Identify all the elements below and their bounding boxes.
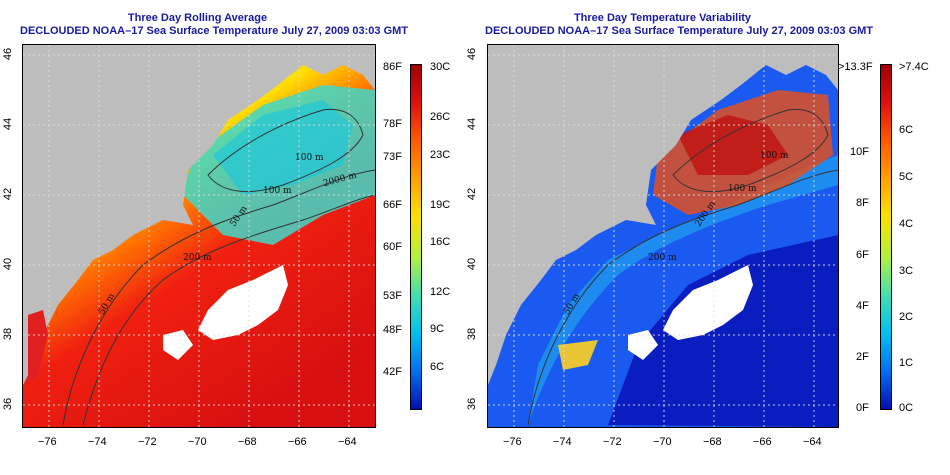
left-contour-gulf (207, 108, 364, 193)
right-y-tick-1: 44 (466, 117, 479, 131)
right-x-tick-4: −68 (703, 436, 722, 448)
left-cb-c-0: 30C (430, 61, 451, 73)
right-contour-shelf (527, 169, 838, 426)
right-x-tick-2: −72 (603, 436, 622, 448)
left-x-tick-0: −76 (38, 436, 57, 448)
left-cb-c-3: 19C (430, 199, 451, 211)
right-yellow-band (558, 340, 598, 370)
right-cb-c-6: 1C (899, 357, 914, 369)
right-y-tick-5: 36 (466, 397, 479, 411)
right-y-tick-2: 42 (466, 187, 479, 201)
left-cb-c-4: 16C (430, 236, 451, 248)
right-cb-c-5: 2C (899, 311, 914, 323)
left-x-tick-2: −72 (138, 436, 157, 448)
left-x-tick-1: −74 (88, 436, 107, 448)
left-contour-label-1: 100 m (263, 186, 292, 196)
left-cb-f-6: 48F (383, 324, 402, 336)
left-contour-2000 (82, 194, 375, 426)
right-y-tick-4: 38 (466, 327, 479, 341)
left-y-tick-5: 36 (2, 397, 15, 411)
right-cb-c-0: >7.4C (899, 61, 929, 73)
right-cb-c-1: 6C (899, 124, 914, 136)
left-gulf-cooler-water (213, 100, 353, 195)
right-land (488, 45, 838, 385)
left-cb-f-4: 60F (383, 241, 402, 253)
left-land (23, 45, 375, 385)
left-cb-f-3: 66F (383, 199, 402, 211)
left-title-line1: Three Day Rolling Average (127, 12, 268, 24)
right-contour-gulf (672, 108, 829, 193)
left-y-tick-3: 40 (2, 257, 15, 271)
left-cb-f-0: 86F (383, 61, 402, 73)
left-cb-c-1: 26C (430, 111, 451, 123)
left-cb-f-5: 53F (383, 290, 402, 302)
right-x-tick-1: −74 (553, 436, 572, 448)
right-cb-c-3: 4C (899, 218, 914, 230)
right-shelf-variability (528, 155, 838, 425)
left-y-tick-4: 38 (2, 327, 15, 341)
left-cloud-patch-2 (163, 330, 193, 360)
right-cb-f-4: 4F (856, 300, 869, 312)
right-x-tick-3: −70 (653, 436, 672, 448)
left-sst-map: 100 m 100 m 50 m 2000 m 200 m 50 m (22, 44, 376, 428)
right-cb-f-5: 2F (856, 351, 869, 363)
right-title-line1: Three Day Temperature Variability (573, 12, 752, 24)
right-cb-f-6: 0F (856, 402, 869, 414)
left-colorbar (410, 64, 422, 410)
right-cloud-patch (663, 265, 753, 340)
left-cb-c-2: 23C (430, 149, 451, 161)
right-cloud-patch-2 (628, 330, 658, 360)
left-x-tick-4: −68 (238, 436, 257, 448)
right-deep-low-variability (608, 235, 838, 427)
left-y-tick-1: 44 (2, 117, 15, 131)
right-cb-f-2: 8F (856, 197, 869, 209)
left-y-tick-2: 42 (2, 187, 15, 201)
right-variability-map: 100 m 100 m 200 m 200 m 50 m (487, 44, 839, 428)
right-x-tick-6: −64 (803, 436, 822, 448)
left-cb-f-7: 42F (383, 366, 402, 378)
left-title-line2: DECLOUDED NOAA–17 Sea Surface Temperatur… (20, 25, 409, 37)
right-y-tick-0: 46 (466, 47, 479, 61)
right-cb-c-7: 0C (899, 402, 914, 414)
left-cb-f-1: 78F (383, 118, 402, 130)
left-x-tick-6: −64 (338, 436, 357, 448)
left-x-tick-3: −70 (188, 436, 207, 448)
left-contour-shelf (62, 169, 375, 426)
right-contour-label-3: 200 m (648, 253, 677, 263)
right-cb-f-1: 10F (850, 146, 869, 158)
left-cb-c-7: 6C (430, 361, 445, 373)
right-cb-f-0: >13.3F (838, 61, 873, 73)
left-chesapeake (28, 310, 48, 385)
left-cloud-patch (198, 265, 288, 340)
right-contour-label-1: 100 m (728, 184, 757, 194)
left-contour-label-0: 100 m (295, 153, 324, 163)
right-x-tick-0: −76 (503, 436, 522, 448)
left-x-tick-5: −66 (288, 436, 307, 448)
left-cb-f-2: 73F (383, 151, 402, 163)
right-title-line2: DECLOUDED NOAA–17 Sea Surface Temperatur… (485, 25, 874, 37)
right-colorbar (880, 64, 892, 410)
right-cb-c-2: 5C (899, 171, 914, 183)
left-cb-c-6: 9C (430, 323, 445, 335)
right-cb-f-3: 6F (856, 249, 869, 261)
right-gulf-peak-variability (678, 115, 788, 175)
right-x-tick-5: −66 (753, 436, 772, 448)
right-contour-label-0: 100 m (760, 151, 789, 161)
left-contour-label-4: 200 m (183, 253, 212, 263)
right-y-tick-3: 40 (466, 257, 479, 271)
left-cb-c-5: 12C (430, 286, 451, 298)
right-cb-c-4: 3C (899, 265, 914, 277)
left-y-tick-0: 46 (2, 47, 15, 61)
